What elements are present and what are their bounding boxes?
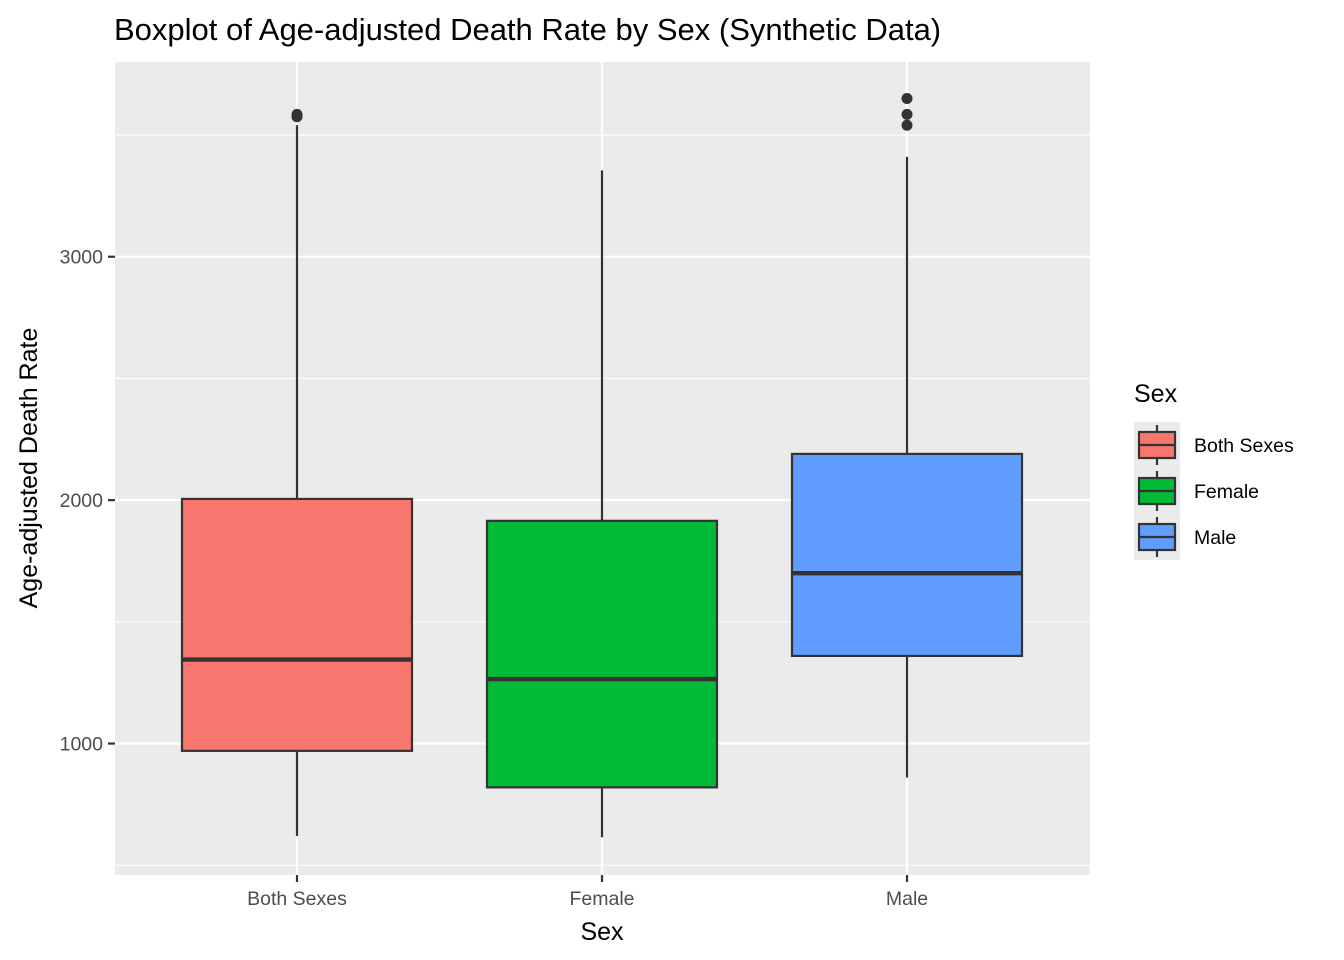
- legend-label: Male: [1194, 527, 1236, 549]
- outlier-point: [901, 93, 913, 105]
- plot-panel: [115, 62, 1090, 875]
- box-body: [180, 497, 414, 752]
- legend-title: Sex: [1134, 380, 1178, 408]
- x-axis-title: Sex: [580, 918, 624, 946]
- outlier-point: [901, 108, 913, 120]
- legend-label: Both Sexes: [1194, 435, 1294, 457]
- box-both-sexes: [180, 108, 414, 837]
- x-tick-label: Female: [569, 888, 634, 910]
- chart-title: Boxplot of Age-adjusted Death Rate by Se…: [114, 12, 941, 47]
- legend-keys: Both Sexes Female Male: [1134, 422, 1294, 560]
- outlier-point: [901, 119, 913, 131]
- y-tick-label: 2000: [60, 490, 104, 512]
- x-axis: Both Sexes Female Male: [247, 875, 928, 910]
- box-body: [790, 452, 1024, 658]
- legend-key-both-sexes: Both Sexes: [1134, 422, 1294, 468]
- box-body: [485, 519, 719, 789]
- legend-key-female: Female: [1134, 468, 1259, 514]
- y-tick-label: 3000: [60, 247, 104, 269]
- y-axis: 1000 2000 3000: [60, 247, 115, 756]
- box-male: [790, 93, 1024, 778]
- boxes: [180, 93, 1024, 838]
- legend-label: Female: [1194, 481, 1259, 503]
- box-female: [485, 170, 719, 838]
- y-tick-label: 1000: [60, 734, 104, 756]
- legend: Sex Both Sexes Female Male: [1134, 380, 1294, 560]
- outlier-point: [291, 108, 303, 120]
- legend-key-male: Male: [1134, 514, 1236, 560]
- y-axis-title: Age-adjusted Death Rate: [15, 328, 43, 609]
- x-tick-label: Male: [886, 888, 928, 910]
- x-tick-label: Both Sexes: [247, 888, 347, 910]
